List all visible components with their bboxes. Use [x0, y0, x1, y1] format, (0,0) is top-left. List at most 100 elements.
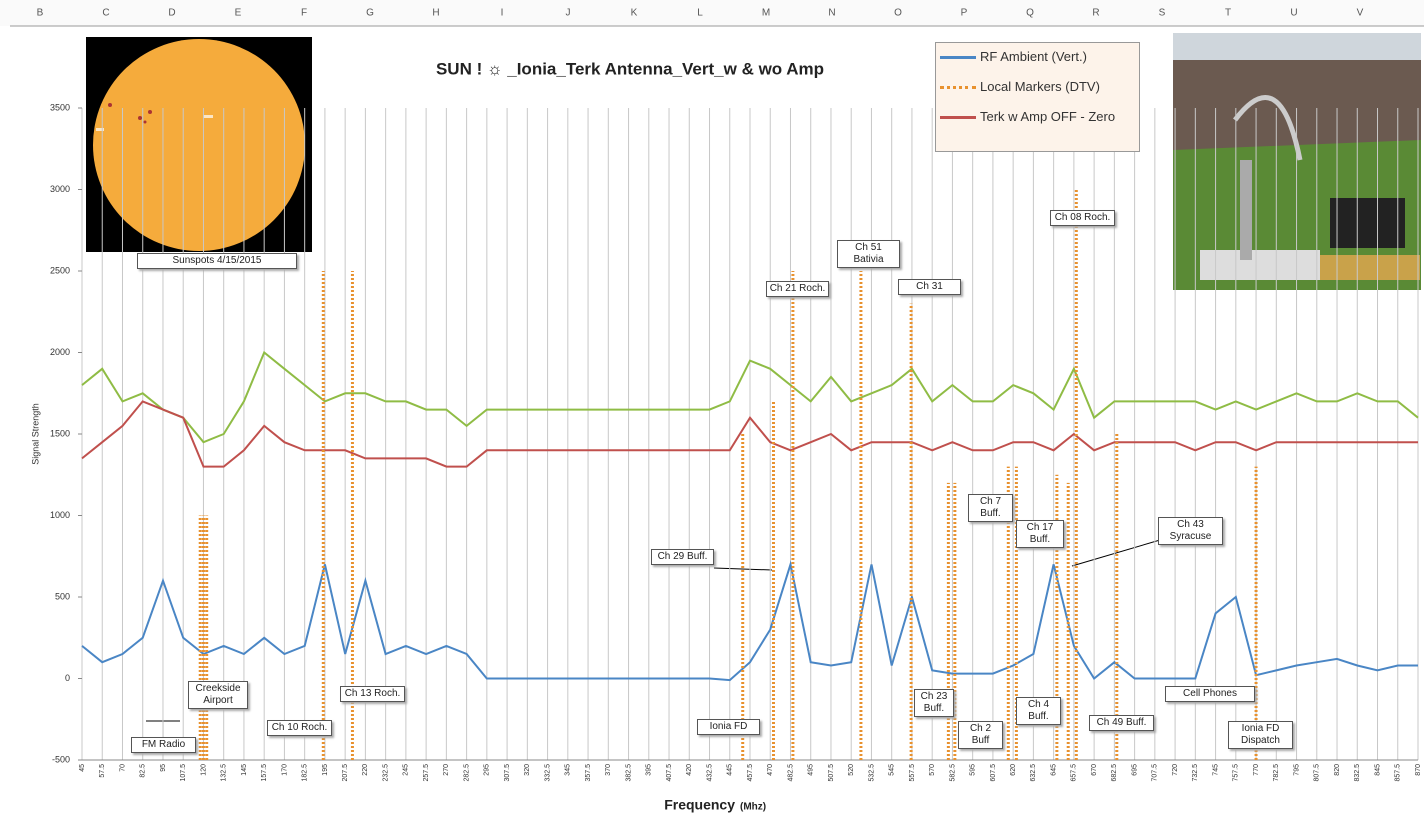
y-tick-label: 3000: [50, 184, 70, 194]
annotation: Ch 17 Buff.: [1016, 520, 1064, 548]
x-tick-label: 482.5: [787, 764, 794, 782]
x-tick-label: 607.5: [990, 764, 997, 782]
column-header: K: [631, 8, 638, 19]
x-tick-label: 870: [1415, 764, 1422, 776]
x-tick-label: 70: [119, 764, 126, 772]
x-tick-label: 332.5: [544, 764, 551, 782]
sun-photo: [86, 37, 312, 252]
y-tick-label: 2500: [50, 265, 70, 275]
x-tick-label: 782.5: [1273, 764, 1280, 782]
y-tick-label: 3500: [50, 102, 70, 112]
annotation: Ch 29 Buff.: [651, 549, 714, 565]
x-tick-label: 857.5: [1395, 764, 1402, 782]
x-tick-label: 745: [1212, 764, 1219, 776]
x-axis-unit: (Mhz): [740, 802, 766, 813]
y-axis-label: Signal Strength: [30, 403, 40, 465]
annotation: Ch 21 Roch.: [766, 281, 829, 297]
y-tick-label: 500: [55, 591, 70, 601]
y-tick-label: 0: [65, 673, 70, 683]
x-tick-label: 507.5: [828, 764, 835, 782]
x-tick-label: 345: [565, 764, 572, 776]
annotation: Ch 13 Roch.: [340, 686, 405, 702]
annotation: Ch 51 Bativia: [837, 240, 900, 268]
annotation: Ch 7 Buff.: [968, 494, 1013, 522]
annotation: Ch 31: [898, 279, 961, 295]
annotation: Cell Phones: [1165, 686, 1255, 702]
x-tick-label: 720: [1172, 764, 1179, 776]
annotation: Ch 23 Buff.: [914, 689, 954, 717]
column-header: J: [566, 8, 571, 19]
column-header: B: [37, 8, 44, 19]
legend: RF Ambient (Vert.)Local Markers (DTV)Ter…: [935, 42, 1140, 152]
column-header: C: [102, 8, 109, 19]
x-tick-label: 170: [281, 764, 288, 776]
x-tick-label: 157.5: [261, 764, 268, 782]
x-tick-label: 207.5: [342, 764, 349, 782]
x-tick-label: 220: [362, 764, 369, 776]
x-tick-label: 295: [484, 764, 491, 776]
x-tick-label: 307.5: [504, 764, 511, 782]
column-header: F: [301, 8, 307, 19]
x-tick-label: 82.5: [140, 764, 147, 778]
y-tick-label: -500: [52, 754, 70, 764]
x-tick-label: 707.5: [1152, 764, 1159, 782]
column-header: E: [235, 8, 242, 19]
x-tick-label: 795: [1293, 764, 1300, 776]
chart-title: SUN ! ☼ _Ionia_Terk Antenna_Vert_w & wo …: [436, 59, 824, 78]
x-tick-label: 57.5: [99, 764, 106, 778]
page: SUN ! ☼ _Ionia_Terk Antenna_Vert_w & wo …: [0, 0, 1424, 818]
column-header: O: [894, 8, 902, 19]
x-tick-label: 382.5: [625, 764, 632, 782]
x-tick-label: 95: [160, 764, 167, 772]
x-tick-label: 757.5: [1233, 764, 1240, 782]
annotation: FM Radio: [131, 737, 196, 753]
x-tick-label: 670: [1091, 764, 1098, 776]
x-tick-label: 632.5: [1030, 764, 1037, 782]
x-tick-label: 582.5: [949, 764, 956, 782]
x-tick-label: 320: [524, 764, 531, 776]
annotation: Ch 08 Roch.: [1050, 210, 1115, 226]
column-header: I: [501, 8, 504, 19]
x-tick-label: 645: [1050, 764, 1057, 776]
annotation: Ionia FD: [697, 719, 760, 735]
legend-key: [940, 56, 976, 59]
x-tick-label: 182.5: [302, 764, 309, 782]
x-tick-label: 132.5: [221, 764, 228, 782]
annotation: Ionia FD Dispatch: [1228, 721, 1293, 749]
x-tick-label: 420: [686, 764, 693, 776]
x-tick-label: 195: [322, 764, 329, 776]
x-tick-label: 682.5: [1111, 764, 1118, 782]
x-tick-label: 520: [848, 764, 855, 776]
x-tick-label: 145: [241, 764, 248, 776]
x-tick-label: 470: [767, 764, 774, 776]
x-tick-label: 732.5: [1192, 764, 1199, 782]
x-tick-label: 695: [1131, 764, 1138, 776]
x-tick-label: 257.5: [423, 764, 430, 782]
column-header: T: [1225, 8, 1231, 19]
column-header: N: [828, 8, 835, 19]
column-header-bar: [0, 0, 1424, 26]
x-tick-label: 545: [889, 764, 896, 776]
annotation: Sunspots 4/15/2015: [137, 253, 297, 269]
x-tick-label: 120: [200, 764, 207, 776]
column-header: S: [1159, 8, 1166, 19]
x-tick-label: 232.5: [382, 764, 389, 782]
annotation: Ch 2 Buff: [958, 721, 1003, 749]
x-tick-label: 770: [1253, 764, 1260, 776]
annotation: Creekside Airport: [188, 681, 248, 709]
column-header: L: [697, 8, 703, 19]
x-tick-label: 495: [808, 764, 815, 776]
x-tick-label: 595: [970, 764, 977, 776]
annotation: Ch 49 Buff.: [1089, 715, 1154, 731]
column-header: Q: [1026, 8, 1034, 19]
x-tick-label: 532.5: [868, 764, 875, 782]
x-tick-label: 657.5: [1071, 764, 1078, 782]
column-header: R: [1092, 8, 1099, 19]
annotation: Ch 4 Buff.: [1016, 697, 1061, 725]
x-tick-label: 432.5: [706, 764, 713, 782]
column-header: D: [168, 8, 175, 19]
x-tick-label: 620: [1010, 764, 1017, 776]
y-tick-label: 2000: [50, 347, 70, 357]
x-axis-label: Frequency: [664, 797, 735, 813]
column-header: U: [1290, 8, 1297, 19]
